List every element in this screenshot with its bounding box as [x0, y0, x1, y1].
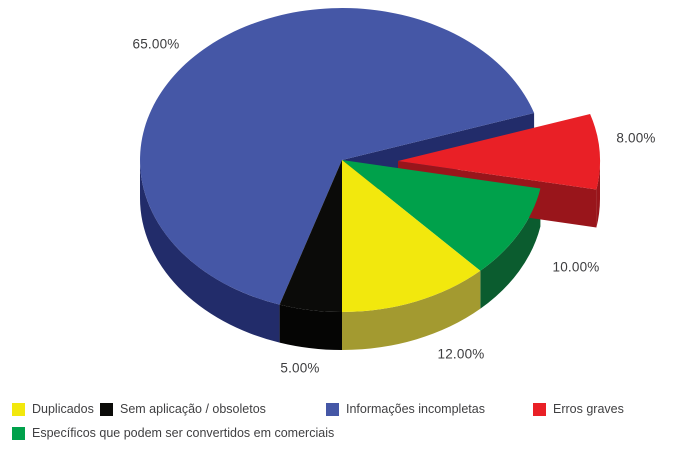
legend-item-informacoes-incompletas: Informações incompletas — [326, 401, 485, 417]
legend-swatch-informacoes-incompletas — [326, 402, 339, 416]
legend-item-erros-graves: Erros graves — [533, 401, 624, 417]
pie-value-label-especificos: 10.00% — [552, 259, 600, 275]
legend-swatch-sem-aplicacao-obsoletos — [100, 402, 113, 416]
pie-slice-informacoes-incompletas-top — [140, 8, 535, 305]
pie-slice-erros-graves-top — [398, 114, 600, 190]
legend-swatch-duplicados — [12, 402, 25, 416]
legend-label: Específicos que podem ser convertidos em… — [32, 426, 335, 440]
pie-value-label-sem-aplicacao: 5.00% — [280, 360, 320, 376]
pie-slice-especificos-que-podem-ser-convertidos-em-comerciais-side — [480, 188, 541, 309]
pie-slice-informacoes-incompletas-side — [139, 160, 280, 343]
pie-slice-duplicados-side — [342, 270, 481, 350]
legend-item-sem-aplicacao-obsoletos: Sem aplicação / obsoletos — [100, 401, 266, 417]
legend-label: Duplicados — [32, 402, 94, 416]
legend-swatch-erros-graves — [533, 402, 546, 416]
pie-value-label-erros-graves: 8.00% — [616, 130, 656, 146]
pie-slice-especificos-que-podem-ser-convertidos-em-comerciais-top — [342, 160, 541, 271]
legend-label: Informações incompletas — [346, 402, 485, 416]
legend-label: Sem aplicação / obsoletos — [120, 402, 266, 416]
legend-label: Erros graves — [553, 402, 624, 416]
pie-value-label-duplicados: 12.00% — [437, 346, 485, 362]
pie-value-label-informacoes-incompletas: 65.00% — [132, 36, 180, 52]
legend-item-especificos: Específicos que podem ser convertidos em… — [12, 425, 334, 441]
pie-slice-sem-aplicacao-obsoletos-top — [279, 160, 342, 313]
pie-slice-duplicados-top — [342, 160, 481, 312]
legend-item-duplicados: Duplicados — [12, 401, 94, 417]
pie-slice-sem-aplicacao-obsoletos-side — [279, 304, 342, 351]
legend-swatch-especificos — [12, 426, 25, 440]
pie-slice-erros-graves-side — [596, 161, 600, 228]
